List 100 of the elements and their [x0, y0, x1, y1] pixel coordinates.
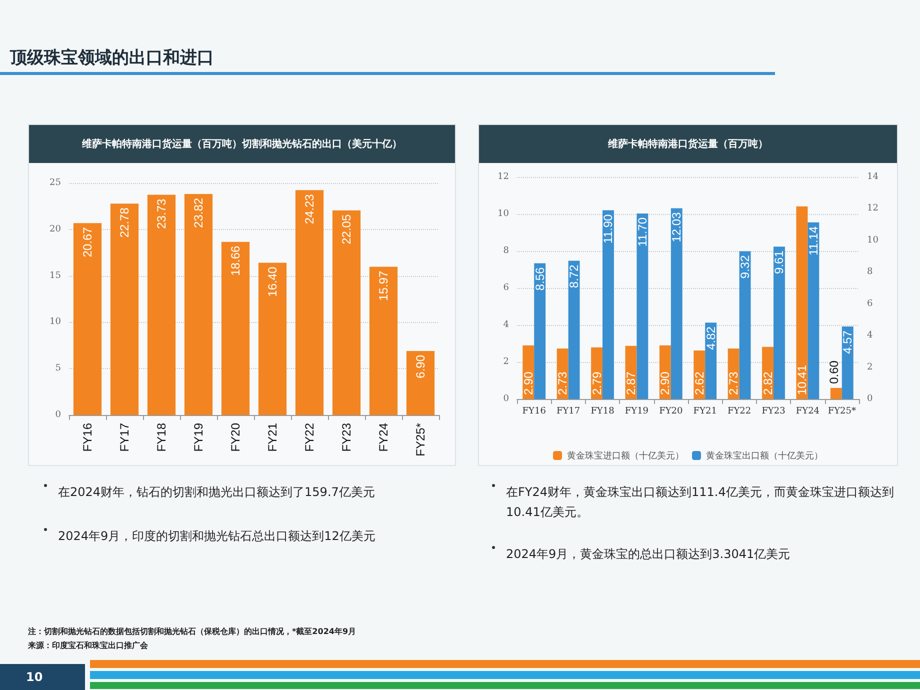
chart-title: 维萨卡帕特南港口货运量（百万吨） [479, 125, 897, 163]
x-tick-label: FY19 [624, 406, 649, 416]
x-tick-label: FY21 [693, 406, 717, 416]
y-tick-label: 20 [50, 224, 62, 234]
legend-label: 黄金珠宝进口额（十亿美元） [567, 450, 684, 460]
x-tick-label: FY17 [118, 422, 132, 452]
y2-tick-label: 10 [867, 235, 879, 246]
data-label: 2.87 [624, 371, 638, 395]
data-label: 0.60 [827, 360, 842, 384]
y-tick-label: 15 [50, 270, 62, 281]
x-tick-label: FY16 [80, 422, 94, 452]
bar [221, 242, 250, 415]
text: 2024年9月，黄金珠宝的总出口额达到3.3041亿美元 [506, 546, 792, 563]
bar [602, 210, 614, 399]
y-tick-label: 6 [503, 283, 510, 293]
data-label: 2.90 [658, 371, 672, 395]
bar [73, 223, 102, 415]
bar [369, 266, 398, 415]
data-label: 23.73 [154, 198, 168, 229]
y2-tick-label: 8 [867, 267, 873, 278]
bar [568, 260, 580, 399]
bar [739, 251, 751, 399]
text: 在FY24财年，黄金珠宝出口额达到111.4亿美元，而黄金珠宝进口额达到10.41亿美元。 [506, 484, 895, 521]
x-tick-label: FY21 [266, 422, 280, 452]
bar [842, 326, 854, 399]
bar [636, 213, 648, 399]
bar [147, 194, 176, 415]
data-label: 12.03 [670, 212, 684, 242]
y2-tick-label: 6 [867, 298, 873, 309]
data-label: 2.79 [590, 371, 604, 395]
x-tick-label: FY16 [522, 406, 546, 416]
y-tick-label: 5 [55, 364, 62, 374]
x-tick-label: FY24 [796, 406, 820, 416]
bar [830, 388, 842, 399]
y2-tick-label: 12 [867, 204, 878, 214]
data-label: 22.05 [340, 214, 354, 244]
data-label: 22.78 [118, 207, 132, 238]
data-label: 9.61 [772, 250, 786, 274]
data-label: 15.97 [376, 270, 390, 301]
y2-tick-label: 2 [867, 362, 873, 372]
data-label: 16.40 [266, 266, 280, 297]
y-tick-label: 4 [503, 320, 510, 330]
data-label: 11.14 [806, 226, 820, 256]
x-tick-label: FY25* [828, 406, 856, 416]
bar [670, 208, 682, 399]
x-tick-label: FY20 [659, 406, 683, 416]
text: 在2024财年，钻石的切割和抛光出口额达到了159.7亿美元 [58, 484, 376, 501]
bar [184, 194, 213, 415]
data-label: 11.90 [601, 214, 616, 244]
chart-title: 维萨卡帕特南港口货运量（百万吨）切割和抛光钻石的出口（美元十亿） [29, 125, 455, 163]
data-label: 24.23 [302, 194, 316, 224]
y2-tick-label: 14 [867, 172, 879, 182]
y2-tick-label: 0 [867, 394, 873, 404]
x-tick-label: FY19 [192, 422, 206, 452]
x-tick-label: FY17 [556, 406, 580, 416]
text: 2024年9月，印度的切割和抛光钻石总出口额达到12亿美元 [58, 528, 376, 545]
data-label: 18.66 [228, 246, 242, 276]
y-tick-label: 10 [50, 317, 62, 328]
y-tick-label: 25 [50, 178, 62, 188]
bar [258, 262, 287, 415]
source-note: 来源：印度宝石和珠宝出口推广会 [28, 640, 149, 651]
data-label: 23.82 [192, 198, 206, 228]
x-tick-label: FY23 [340, 422, 354, 452]
x-tick-label: FY22 [302, 422, 316, 452]
data-label: 10.41 [794, 364, 809, 395]
data-label: 11.70 [635, 217, 650, 247]
legend-label: 黄金珠宝出口额（十亿美元） [706, 450, 823, 460]
x-tick-label: FY23 [762, 406, 786, 416]
text: 顶级珠宝领域的出口和进口 [10, 47, 214, 69]
x-tick-label: FY18 [154, 422, 168, 452]
y-tick-label: 8 [503, 246, 510, 256]
y-tick-label: 0 [503, 394, 510, 404]
x-tick-label: FY25* [414, 422, 428, 456]
data-label: 2.73 [556, 371, 570, 395]
x-tick-label: FY22 [727, 406, 752, 416]
y2-tick-label: 4 [867, 330, 873, 341]
x-tick-label: FY18 [590, 406, 615, 416]
bar [332, 210, 361, 415]
y-tick-label: 0 [55, 410, 62, 420]
bar [406, 350, 435, 415]
data-label: 20.67 [80, 226, 94, 258]
data-label: 8.56 [532, 266, 547, 291]
y-tick-label: 10 [498, 209, 510, 219]
bar [774, 246, 785, 399]
bar [534, 263, 546, 399]
data-label: 2.73 [726, 371, 741, 395]
text: 注：切割和抛光钻石的数据包括切割和抛光钻石（保税仓库）的出口情况，*截至2024年9月 [28, 626, 358, 637]
data-label: 9.32 [738, 254, 752, 279]
data-label: 4.82 [704, 326, 718, 350]
data-label: 2.62 [692, 371, 706, 395]
y-tick-label: 2 [503, 357, 509, 367]
data-label: 8.72 [567, 264, 582, 288]
bar [295, 190, 324, 415]
y-tick-label: 12 [498, 172, 509, 182]
data-label: 4.57 [840, 330, 855, 354]
data-label: 2.82 [760, 371, 775, 395]
bar [110, 204, 139, 415]
x-tick-label: FY24 [376, 422, 390, 452]
data-label: 6.90 [414, 354, 428, 378]
x-tick-label: FY20 [228, 422, 242, 452]
